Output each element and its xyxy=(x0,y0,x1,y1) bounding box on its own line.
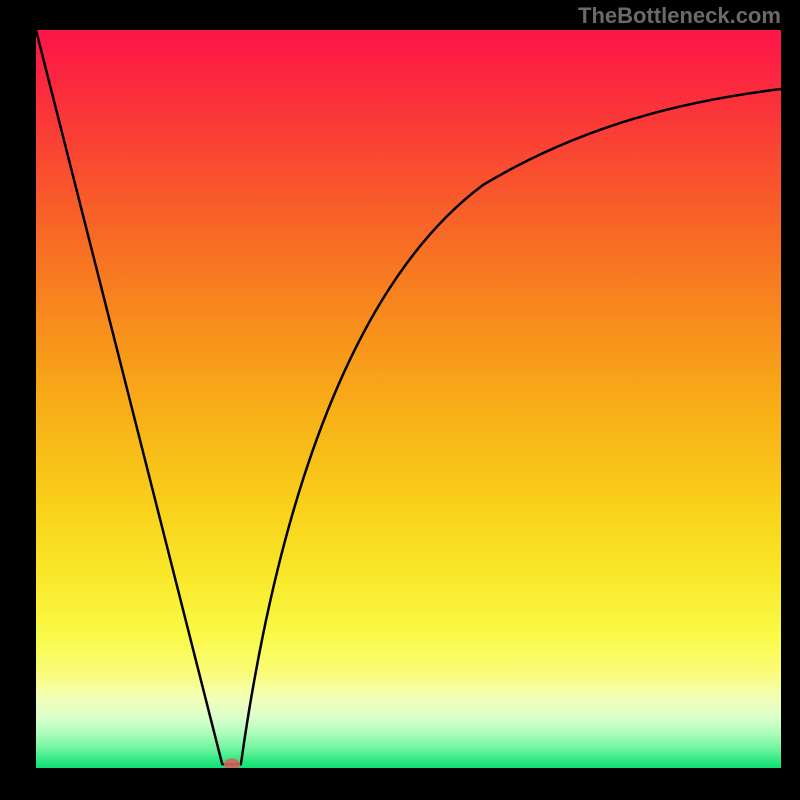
watermark-text: TheBottleneck.com xyxy=(578,3,781,29)
gradient-background xyxy=(36,30,781,768)
chart-svg xyxy=(36,30,781,768)
plot-area xyxy=(36,30,781,768)
